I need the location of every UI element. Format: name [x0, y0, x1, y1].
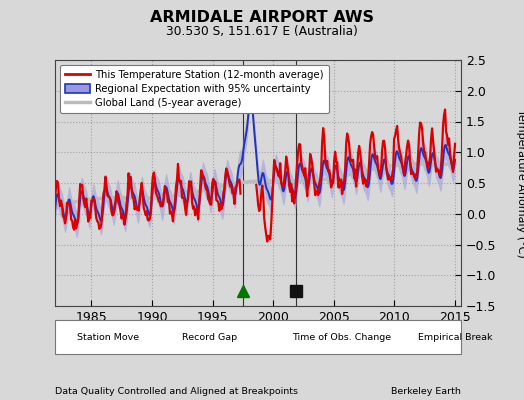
Text: Record Gap: Record Gap: [182, 332, 237, 342]
Legend: This Temperature Station (12-month average), Regional Expectation with 95% uncer: This Temperature Station (12-month avera…: [60, 65, 329, 113]
Text: 30.530 S, 151.617 E (Australia): 30.530 S, 151.617 E (Australia): [166, 25, 358, 38]
Text: Berkeley Earth: Berkeley Earth: [391, 387, 461, 396]
Text: Data Quality Controlled and Aligned at Breakpoints: Data Quality Controlled and Aligned at B…: [55, 387, 298, 396]
Y-axis label: Temperature Anomaly (°C): Temperature Anomaly (°C): [516, 109, 524, 257]
Text: Station Move: Station Move: [77, 332, 139, 342]
Text: ARMIDALE AIRPORT AWS: ARMIDALE AIRPORT AWS: [150, 10, 374, 25]
Text: Empirical Break: Empirical Break: [418, 332, 492, 342]
Text: Time of Obs. Change: Time of Obs. Change: [292, 332, 391, 342]
